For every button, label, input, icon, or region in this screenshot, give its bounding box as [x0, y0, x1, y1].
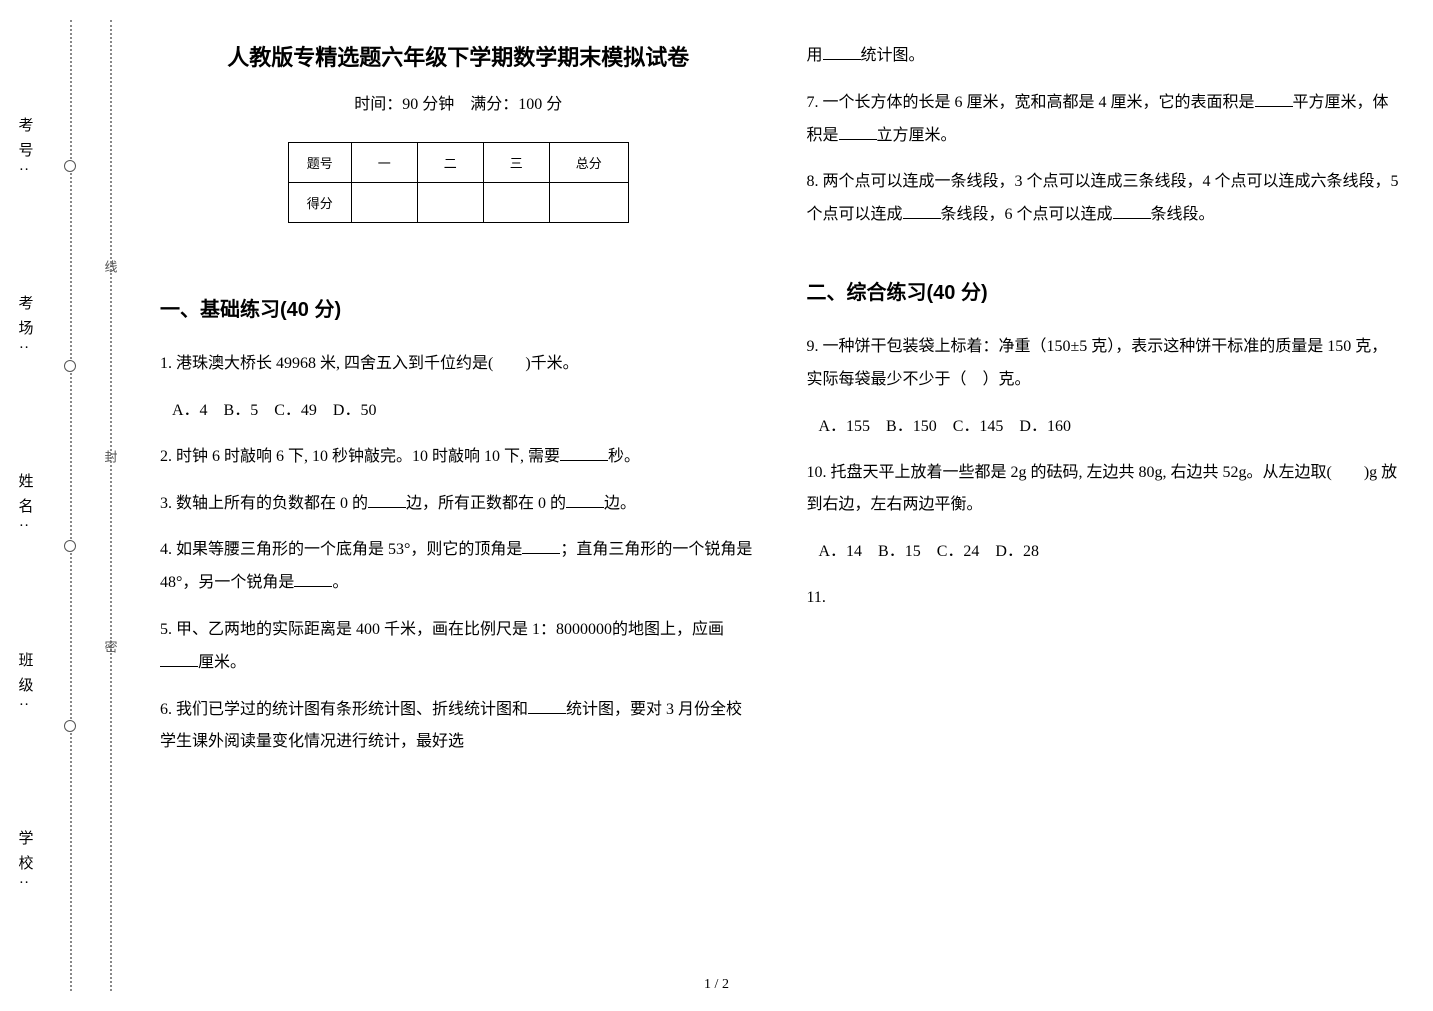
section-2-title: 二、综合练习(40 分) [807, 276, 1404, 305]
right-column: 用 统计图。 7. 一个长方体的长是 6 厘米，宽和高都是 4 厘米，它的表面积是… [807, 40, 1404, 971]
th: 题号 [288, 143, 351, 183]
circle-icon [64, 720, 76, 732]
outer-dotted-col: 线 封 密 [90, 0, 130, 1011]
question-11: 11. [807, 582, 1404, 615]
q3-part-b: 边，所有正数都在 0 的 [406, 495, 566, 512]
seal-word: 密 [101, 640, 120, 665]
inner-dotted-col [50, 0, 90, 1011]
seal-word: 线 [101, 260, 120, 285]
q3-part-a: 3. 数轴上所有的负数都在 0 的 [160, 495, 368, 512]
cell [483, 183, 549, 223]
question-1: 1. 港珠澳大桥长 49968 米, 四舍五入到千位约是( )千米。 [160, 348, 757, 381]
question-7: 7. 一个长方体的长是 6 厘米，宽和高都是 4 厘米，它的表面积是平方厘米，体… [807, 87, 1404, 153]
dotted-line-icon [110, 20, 112, 991]
blank [560, 445, 608, 461]
question-5: 5. 甲、乙两地的实际距离是 400 千米，画在比例尺是 1：8000000的地… [160, 614, 757, 680]
q6-part-a: 6. 我们已学过的统计图有条形统计图、折线统计图和 [160, 701, 528, 718]
label-school: 学校: [15, 830, 36, 894]
blank [839, 124, 877, 140]
blank [522, 538, 560, 554]
blank [368, 492, 406, 508]
question-10: 10. 托盘天平上放着一些都是 2g 的砝码, 左边共 80g, 右边共 52g… [807, 457, 1404, 523]
blank [528, 698, 566, 714]
table-row: 题号 一 二 三 总分 [288, 143, 628, 183]
cell [351, 183, 417, 223]
page-content: 人教版专精选题六年级下学期数学期末模拟试卷 时间：90 分钟 满分：100 分 … [160, 40, 1403, 971]
question-2: 2. 时钟 6 时敲响 6 下, 10 秒钟敲完。10 时敲响 10 下, 需要… [160, 441, 757, 474]
blank [1255, 91, 1293, 107]
blank [294, 571, 332, 587]
q6-part-d: 统计图。 [861, 47, 925, 64]
left-column: 人教版专精选题六年级下学期数学期末模拟试卷 时间：90 分钟 满分：100 分 … [160, 40, 757, 971]
th: 总分 [549, 143, 628, 183]
question-4: 4. 如果等腰三角形的一个底角是 53°，则它的顶角是；直角三角形的一个锐角是 … [160, 534, 757, 600]
question-8: 8. 两个点可以连成一条线段，3 个点可以连成三条线段，4 个点可以连成六条线段… [807, 166, 1404, 232]
label-room: 考场: [15, 295, 36, 359]
score-table: 题号 一 二 三 总分 得分 [288, 142, 629, 223]
question-9-options: A．155 B．150 C．145 D．160 [807, 411, 1404, 443]
th: 三 [483, 143, 549, 183]
q7-part-a: 7. 一个长方体的长是 6 厘米，宽和高都是 4 厘米，它的表面积是 [807, 94, 1255, 111]
q5-part-b: 厘米。 [198, 654, 246, 671]
row-label: 得分 [288, 183, 351, 223]
question-3: 3. 数轴上所有的负数都在 0 的 边，所有正数都在 0 的 边。 [160, 488, 757, 521]
q8-part-b: 条线段，6 个点可以连成 [941, 206, 1113, 223]
blank [823, 44, 861, 60]
label-examno: 考号: [15, 117, 36, 181]
section-1-title: 一、基础练习(40 分) [160, 293, 757, 322]
q6-part-c: 用 [807, 47, 823, 64]
circle-icon [64, 160, 76, 172]
q7-part-c: 立方厘米。 [877, 127, 957, 144]
th: 二 [417, 143, 483, 183]
binding-strip: 考号: 考场: 姓名: 班级: 学校: 线 封 密 [0, 0, 130, 1011]
label-name: 姓名: [15, 473, 36, 537]
page-number: 1 / 2 [704, 977, 729, 993]
question-10-options: A．14 B．15 C．24 D．28 [807, 536, 1404, 568]
blank [160, 651, 198, 667]
exam-title: 人教版专精选题六年级下学期数学期末模拟试卷 [160, 40, 757, 72]
question-6-cont: 用 统计图。 [807, 40, 1404, 73]
q4-part-c: 。 [332, 574, 348, 591]
q3-part-c: 边。 [604, 495, 636, 512]
q8-part-c: 条线段。 [1151, 206, 1215, 223]
blank [566, 492, 604, 508]
table-row: 得分 [288, 183, 628, 223]
th: 一 [351, 143, 417, 183]
cell [549, 183, 628, 223]
q2-part-a: 2. 时钟 6 时敲响 6 下, 10 秒钟敲完。10 时敲响 10 下, 需要 [160, 448, 560, 465]
question-1-options: A．4 B．5 C．49 D．50 [160, 395, 757, 427]
blank [903, 203, 941, 219]
exam-subtitle: 时间：90 分钟 满分：100 分 [160, 90, 757, 114]
vertical-labels: 考号: 考场: 姓名: 班级: 学校: [0, 0, 50, 1011]
question-6: 6. 我们已学过的统计图有条形统计图、折线统计图和统计图，要对 3 月份全校学生… [160, 694, 757, 760]
blank [1113, 203, 1151, 219]
cell [417, 183, 483, 223]
circle-icon [64, 360, 76, 372]
q2-part-b: 秒。 [608, 448, 640, 465]
circle-icon [64, 540, 76, 552]
label-class: 班级: [15, 652, 36, 716]
q5-part-a: 5. 甲、乙两地的实际距离是 400 千米，画在比例尺是 1：8000000的地… [160, 621, 724, 638]
seal-word: 封 [101, 450, 120, 475]
question-9: 9. 一种饼干包装袋上标着：净重（150±5 克），表示这种饼干标准的质量是 1… [807, 331, 1404, 397]
q4-part-a: 4. 如果等腰三角形的一个底角是 53°，则它的顶角是 [160, 541, 522, 558]
